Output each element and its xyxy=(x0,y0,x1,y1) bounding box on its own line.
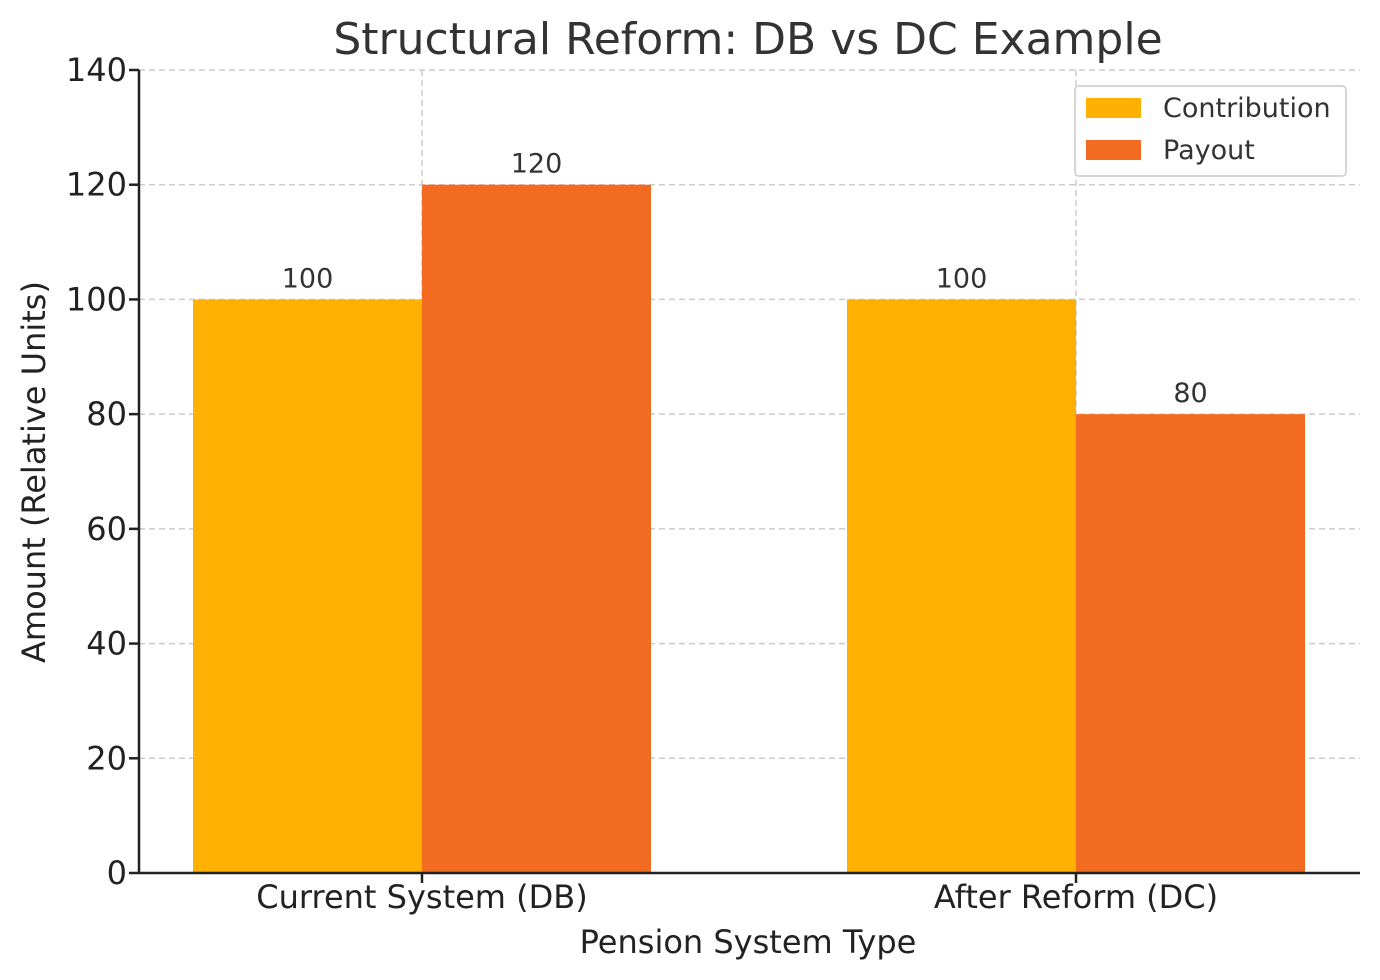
data-label: 100 xyxy=(936,263,988,294)
legend-swatch-payout xyxy=(1086,140,1141,160)
axes xyxy=(129,68,1360,883)
data-labels: 100 120 100 80 xyxy=(282,149,1208,409)
x-tick-label: Current System (DB) xyxy=(256,878,587,916)
data-label: 120 xyxy=(511,149,563,180)
legend: Contribution Payout xyxy=(1074,85,1347,177)
legend-box xyxy=(1074,85,1347,177)
y-axis-label: Amount (Relative Units) xyxy=(15,281,53,663)
data-label: 80 xyxy=(1173,378,1207,409)
y-tick-label: 100 xyxy=(66,280,127,318)
y-tick-label: 120 xyxy=(66,166,127,204)
y-tick-label: 60 xyxy=(86,510,127,548)
bar-contribution xyxy=(847,299,1076,873)
tick-labels: 0 20 40 60 80 100 120 140 Current System (DB) Aft… xyxy=(66,51,1218,916)
y-tick-label: 0 xyxy=(107,854,127,892)
legend-swatch-contribution xyxy=(1086,98,1141,118)
x-tick-label: After Reform (DC) xyxy=(934,878,1218,916)
legend-label: Contribution xyxy=(1163,93,1331,124)
bar-contribution xyxy=(193,299,422,873)
y-tick-label: 20 xyxy=(86,739,127,777)
y-tick-label: 80 xyxy=(86,395,127,433)
chart-title: Structural Reform: DB vs DC Example xyxy=(333,14,1162,65)
y-tick-label: 140 xyxy=(66,51,127,89)
data-label: 100 xyxy=(282,263,334,294)
bar-payout xyxy=(1076,414,1305,873)
bars xyxy=(193,184,1305,873)
x-axis-label: Pension System Type xyxy=(580,923,917,961)
legend-label: Payout xyxy=(1163,135,1255,166)
bar-payout xyxy=(422,184,651,873)
y-tick-label: 40 xyxy=(86,625,127,663)
